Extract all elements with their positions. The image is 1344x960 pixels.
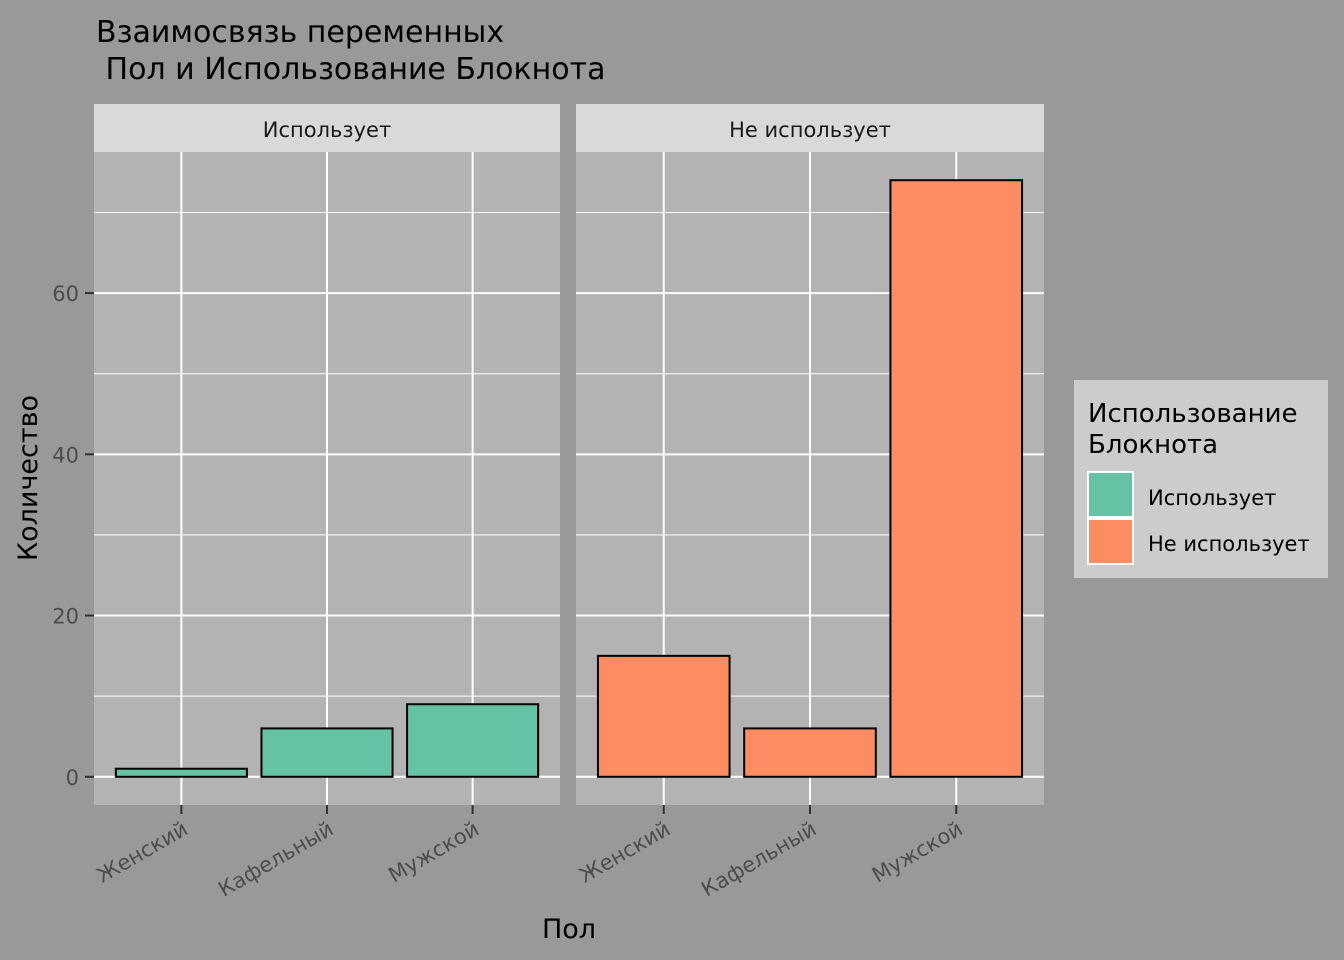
legend-key-not-uses <box>1087 518 1134 565</box>
legend-key-uses <box>1087 471 1134 518</box>
x-axis-title: Пол <box>542 914 596 945</box>
facet-strip-1 <box>576 104 1044 152</box>
legend-label-not-uses: Не использует <box>1148 532 1310 556</box>
y-tick-label: 20 <box>52 605 79 629</box>
bar-0-1 <box>260 727 394 778</box>
bar-1-1 <box>743 727 877 778</box>
legend: Использование Блокнота Использует Не исп… <box>1074 380 1328 578</box>
chart-title-line-2: Пол и Использование Блокнота <box>96 52 606 87</box>
bar-1-0 <box>596 654 731 778</box>
legend-title-line-2: Блокнота <box>1088 430 1218 460</box>
legend-label-uses: Использует <box>1148 486 1276 510</box>
legend-title-line-1: Использование <box>1088 399 1297 429</box>
y-tick-label: 60 <box>52 282 79 306</box>
chart-title-line-1: Взаимосвязь переменных <box>96 15 504 50</box>
facet-strip-label-0: Использует <box>263 118 391 142</box>
bar-0-2 <box>406 703 540 778</box>
facet-strip-label-1: Не использует <box>729 118 891 142</box>
facet-strip-0 <box>94 104 560 152</box>
bar-0-0 <box>114 767 248 778</box>
bar-1-2 <box>889 179 1024 778</box>
y-tick-label: 40 <box>52 443 79 467</box>
y-axis-title: Количество <box>13 395 44 561</box>
y-tick-label: 0 <box>66 766 79 790</box>
